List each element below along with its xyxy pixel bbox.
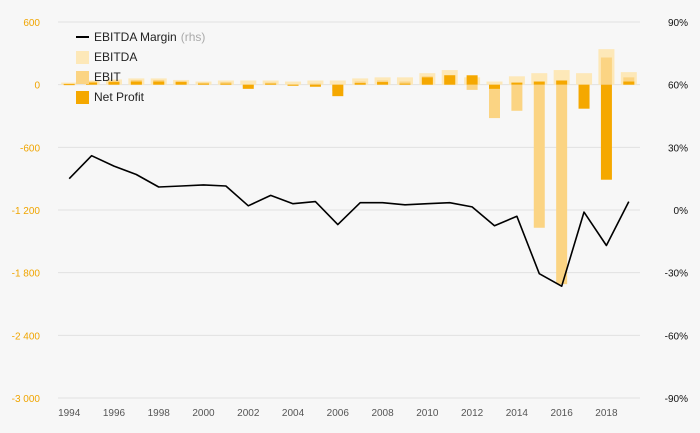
bar-net-profit xyxy=(377,82,389,85)
left-tick-label: -1 800 xyxy=(12,269,41,280)
bar-ebitda xyxy=(531,73,548,85)
bar-ebitda xyxy=(576,73,593,85)
right-tick-label: 30% xyxy=(668,143,688,154)
bar-net-profit xyxy=(287,84,299,86)
bar-net-profit xyxy=(511,82,523,85)
legend-swatch-ebit xyxy=(76,70,89,84)
legend-swatch-ebitda xyxy=(76,50,89,64)
bar-ebitda xyxy=(329,80,346,85)
legend-item-ebitda-margin: EBITDA Margin (rhs) xyxy=(76,27,205,47)
bar-ebit xyxy=(220,82,232,85)
legend-label-ebit: EBIT xyxy=(94,70,121,84)
legend-swatch-net-profit xyxy=(76,90,89,104)
x-tick-label: 2016 xyxy=(551,408,574,419)
bar-ebitda xyxy=(240,80,257,85)
left-tick-label: -3 000 xyxy=(12,394,41,405)
legend-item-net-profit: Net Profit xyxy=(76,87,205,107)
bar-ebit xyxy=(309,83,321,85)
right-tick-label: 60% xyxy=(668,81,688,92)
x-tick-label: 1996 xyxy=(103,408,126,419)
bar-ebitda xyxy=(307,80,324,85)
x-tick-label: 2002 xyxy=(237,408,260,419)
x-axis: 1994 1996 1998 2000 2002 2004 2006 2008 2010 2012… xyxy=(58,408,618,419)
left-y-axis: 600 0 -600 -1 200 -1 800 -2 400 -3 000 xyxy=(12,18,41,405)
left-tick-label: -2 400 xyxy=(12,331,41,342)
bar-net-profit xyxy=(354,83,366,85)
left-tick-label: 0 xyxy=(34,81,40,92)
right-tick-label: -90% xyxy=(665,394,688,405)
bar-net-profit xyxy=(220,83,232,85)
line-series xyxy=(68,154,630,288)
bar-ebitda xyxy=(486,81,503,85)
bar-net-profit xyxy=(444,75,456,85)
x-tick-label: 2006 xyxy=(327,408,350,419)
bar-net-profit xyxy=(489,84,500,89)
bar-net-profit xyxy=(153,81,165,85)
bar-net-profit xyxy=(242,84,254,89)
bar-ebit xyxy=(623,77,635,85)
x-tick-label: 1998 xyxy=(148,408,171,419)
left-tick-label: -600 xyxy=(20,143,40,154)
x-tick-label: 2018 xyxy=(595,408,618,419)
bar-ebit xyxy=(533,84,545,228)
bar-net-profit xyxy=(421,77,433,85)
right-tick-label: 0% xyxy=(674,206,689,217)
bar-net-profit xyxy=(175,82,187,85)
x-tick-label: 2004 xyxy=(282,408,305,419)
right-y-axis: 90% 60% 30% 0% -30% -60% -90% xyxy=(665,18,688,405)
bar-net-profit xyxy=(578,84,590,109)
bar-net-profit xyxy=(86,82,98,85)
bar-ebit xyxy=(489,84,500,119)
bar-net-profit xyxy=(623,81,635,85)
legend-line-swatch xyxy=(76,36,89,38)
bar-net-profit xyxy=(533,81,545,85)
legend: EBITDA Margin (rhs) EBITDA EBIT Net Prof… xyxy=(76,27,205,107)
bar-net-profit xyxy=(466,75,478,85)
bar-net-profit xyxy=(198,83,209,85)
bar-net-profit xyxy=(332,84,344,97)
bar-net-profit xyxy=(600,84,612,180)
bar-net-profit xyxy=(399,83,411,85)
bar-net-profit xyxy=(556,80,568,85)
x-tick-label: 2010 xyxy=(416,408,439,419)
x-tick-label: 2012 xyxy=(461,408,484,419)
right-tick-label: 90% xyxy=(668,18,688,29)
right-tick-label: -60% xyxy=(665,331,688,342)
bar-ebitda xyxy=(508,76,525,85)
bar-net-profit xyxy=(309,84,321,87)
legend-label-net-profit: Net Profit xyxy=(94,90,145,104)
ebitda-margin-line xyxy=(68,154,630,288)
x-tick-label: 2008 xyxy=(371,408,394,419)
bar-ebitda xyxy=(396,77,413,85)
right-tick-label: -30% xyxy=(665,269,688,280)
bar-ebit xyxy=(600,57,612,85)
bar-net-profit xyxy=(265,83,277,85)
legend-label-rhs: (rhs) xyxy=(180,30,206,44)
legend-label-ebitda-margin: EBITDA Margin xyxy=(94,30,177,44)
x-tick-label: 2014 xyxy=(506,408,529,419)
bar-ebit xyxy=(511,84,523,111)
bar-ebit xyxy=(556,84,568,285)
x-tick-label: 2000 xyxy=(192,408,215,419)
bar-series xyxy=(61,49,637,285)
bar-ebit xyxy=(466,84,478,90)
bar-net-profit xyxy=(108,82,120,85)
legend-item-ebitda: EBITDA xyxy=(76,47,205,67)
bar-ebitda xyxy=(285,81,302,85)
bar-ebit xyxy=(63,83,75,85)
x-tick-label: 1994 xyxy=(58,408,81,419)
bar-ebit xyxy=(399,81,411,85)
left-tick-label: 600 xyxy=(23,18,40,29)
bar-net-profit xyxy=(63,84,75,86)
legend-item-ebit: EBIT xyxy=(76,67,205,87)
bar-net-profit xyxy=(130,81,142,85)
legend-label-ebitda: EBITDA xyxy=(94,50,138,64)
left-tick-label: -1 200 xyxy=(12,206,41,217)
